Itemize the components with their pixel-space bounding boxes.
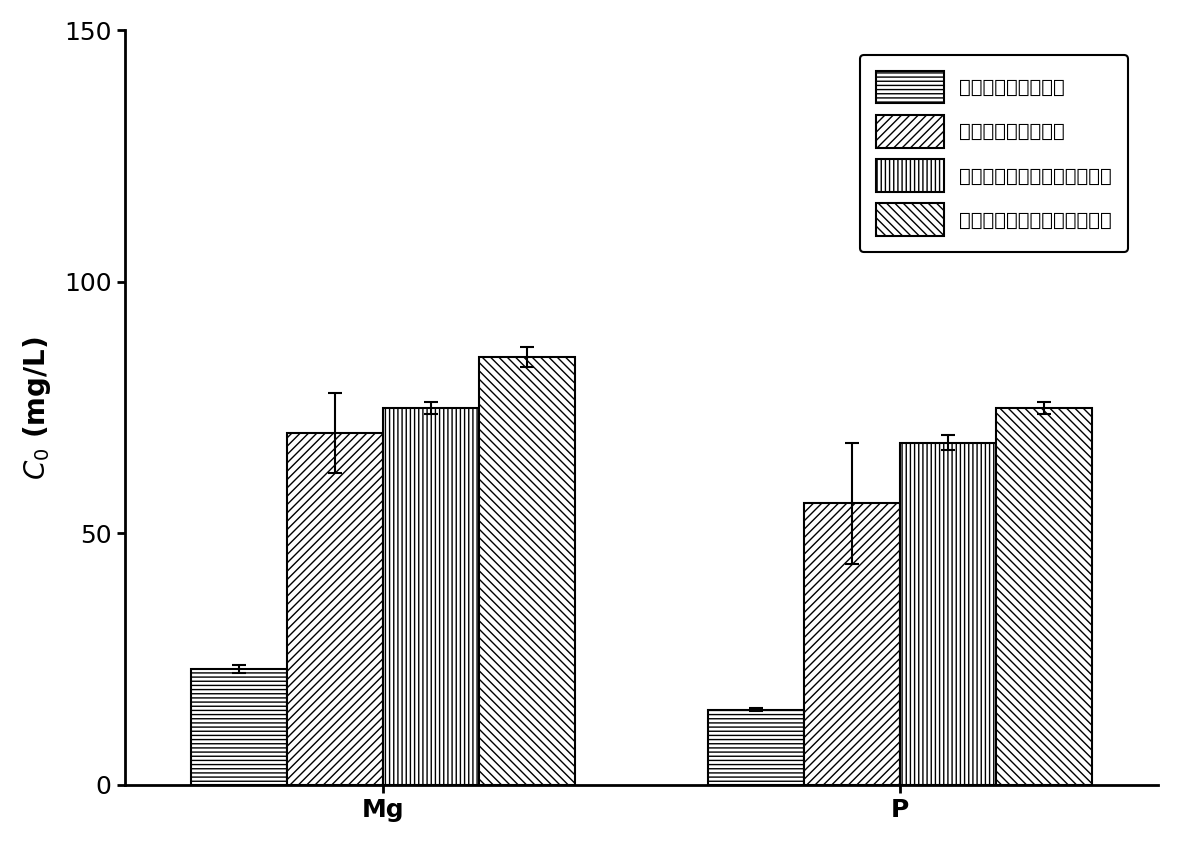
Bar [804,503,900,785]
Bar [996,408,1092,785]
Bar [479,357,575,785]
Bar [707,710,804,785]
Bar [191,669,288,785]
Legend: 剩余污泥厉氧消化前, 剩余污泥厉氧消化后, 剩余污泥芬顿调理厉氧消化前, 剩余污泥芬顿调理厉氧消化后: 剩余污泥厉氧消化前, 剩余污泥厉氧消化后, 剩余污泥芬顿调理厉氧消化前, 剩余污… [861,55,1128,251]
Bar [900,443,996,785]
Bar [383,408,479,785]
Y-axis label: $C_0$ (mg/L): $C_0$ (mg/L) [21,336,53,480]
Bar [288,432,383,785]
